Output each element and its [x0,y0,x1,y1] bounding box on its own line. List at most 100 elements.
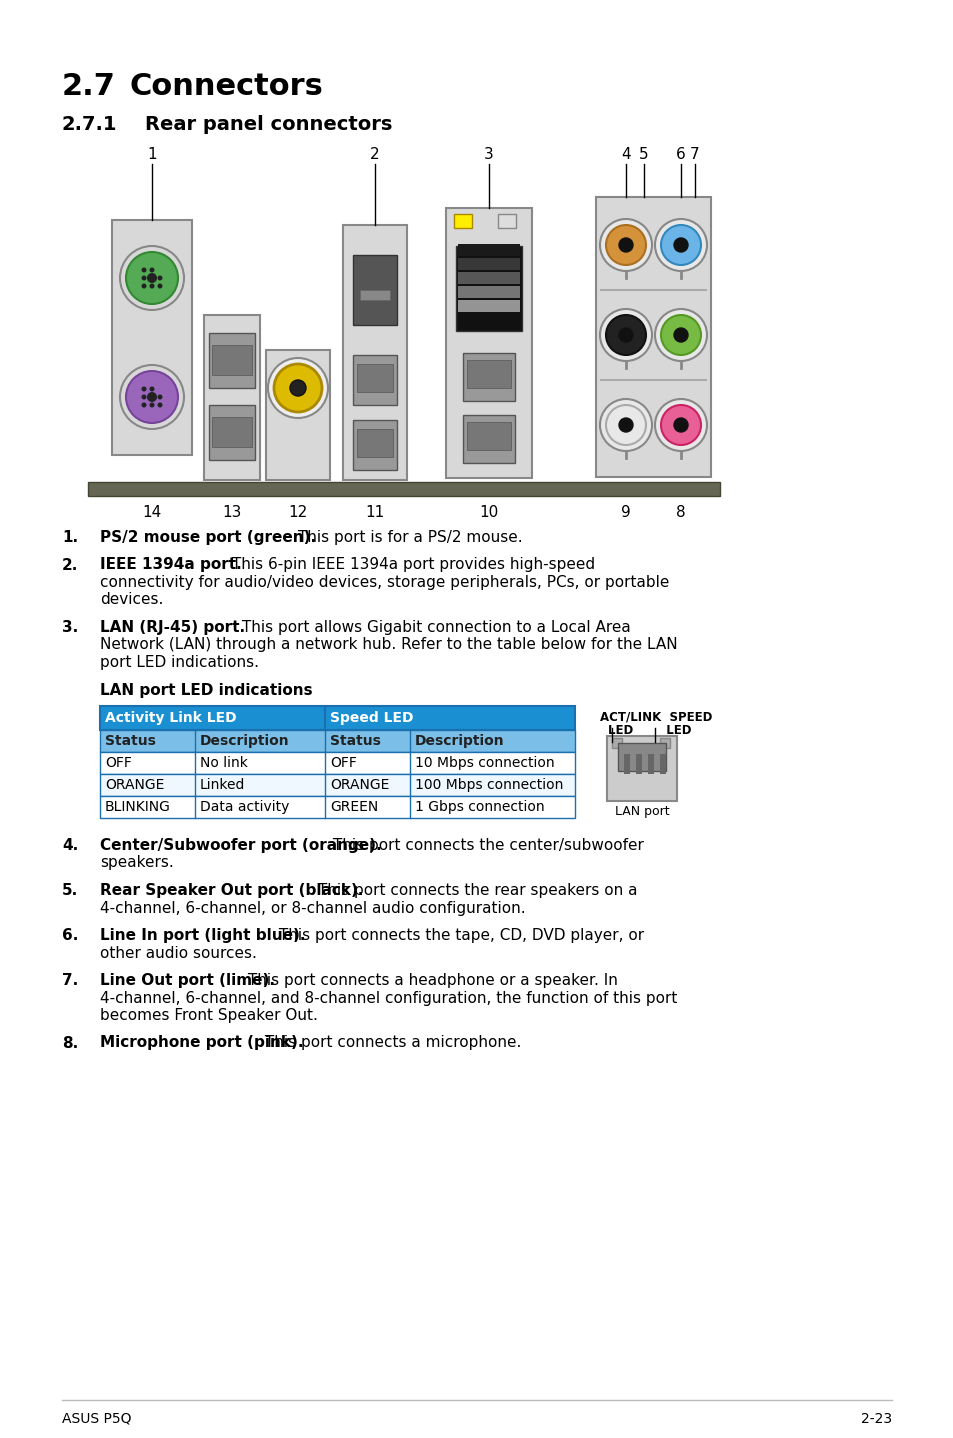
Text: 5.: 5. [62,883,78,897]
Text: This port allows Gigabit connection to a Local Area: This port allows Gigabit connection to a… [236,620,630,636]
Bar [606,736,677,801]
Circle shape [673,239,687,252]
Bar [457,272,519,283]
Text: 1: 1 [147,147,156,162]
Bar [618,743,665,771]
Text: 14: 14 [142,505,161,521]
Text: 9: 9 [620,505,630,521]
Text: This 6-pin IEEE 1394a port provides high-speed: This 6-pin IEEE 1394a port provides high… [227,558,595,572]
Text: Status: Status [330,733,380,748]
Text: Data activity: Data activity [200,800,289,814]
Bar [343,224,407,480]
Circle shape [274,364,322,413]
Circle shape [141,403,147,407]
Text: 6.: 6. [62,928,78,943]
Text: GREEN: GREEN [330,800,377,814]
Circle shape [141,394,147,400]
Circle shape [150,403,154,407]
Bar [266,349,330,480]
Text: 1 Gbps connection: 1 Gbps connection [415,800,544,814]
Circle shape [147,393,157,403]
Text: becomes Front Speaker Out.: becomes Front Speaker Out. [100,1008,317,1022]
Bar [209,334,254,388]
Circle shape [141,276,147,280]
Bar [462,416,515,463]
Bar [596,197,710,477]
Circle shape [120,246,184,311]
Circle shape [655,398,706,452]
Text: Linked: Linked [200,778,245,792]
Circle shape [126,371,178,423]
Bar [497,214,516,229]
Bar [212,345,252,375]
Text: LED        LED: LED LED [607,723,691,738]
Circle shape [599,219,651,270]
Bar [356,429,393,457]
Bar [647,754,654,774]
Bar [88,482,720,496]
Bar [359,290,390,301]
Circle shape [655,309,706,361]
Bar [353,420,396,470]
Text: This port is for a PS/2 mouse.: This port is for a PS/2 mouse. [293,531,522,545]
Text: This port connects a microphone.: This port connects a microphone. [260,1035,521,1051]
Bar [454,214,472,229]
Text: 13: 13 [222,505,241,521]
Text: BLINKING: BLINKING [105,800,171,814]
Bar [636,754,641,774]
Circle shape [655,219,706,270]
Circle shape [126,252,178,303]
Text: 2: 2 [370,147,379,162]
Bar [100,774,575,797]
Bar [659,754,665,774]
Bar [100,731,575,752]
Circle shape [599,309,651,361]
Bar [659,738,669,748]
Text: LAN port: LAN port [614,805,669,818]
Text: 2-23: 2-23 [860,1412,891,1426]
Text: 8.: 8. [62,1035,78,1051]
Text: 10 Mbps connection: 10 Mbps connection [415,756,554,769]
Text: Rear panel connectors: Rear panel connectors [145,115,392,134]
Text: OFF: OFF [105,756,132,769]
Bar [457,301,519,312]
Text: Network (LAN) through a network hub. Refer to the table below for the LAN: Network (LAN) through a network hub. Ref… [100,637,677,653]
Text: OFF: OFF [330,756,356,769]
Bar [353,355,396,406]
Text: 7.: 7. [62,974,78,988]
Bar [457,257,519,270]
Bar [467,421,511,450]
Text: Line Out port (lime).: Line Out port (lime). [100,974,274,988]
Text: LAN (RJ-45) port.: LAN (RJ-45) port. [100,620,245,636]
Bar [456,246,521,331]
Text: Rear Speaker Out port (black).: Rear Speaker Out port (black). [100,883,363,897]
Circle shape [157,394,162,400]
Text: This port connects the tape, CD, DVD player, or: This port connects the tape, CD, DVD pla… [274,928,643,943]
Text: 10: 10 [478,505,498,521]
Text: Status: Status [105,733,155,748]
Text: This port connects a headphone or a speaker. In: This port connects a headphone or a spea… [243,974,618,988]
Bar [209,406,254,460]
Bar [446,209,532,477]
Circle shape [660,224,700,265]
Bar [212,417,252,447]
Circle shape [120,365,184,429]
Text: 2.7: 2.7 [62,72,115,101]
Circle shape [605,315,645,355]
Circle shape [673,328,687,342]
Bar [353,255,396,325]
Circle shape [157,403,162,407]
Circle shape [660,315,700,355]
Text: ASUS P5Q: ASUS P5Q [62,1412,132,1426]
Circle shape [147,273,157,283]
Text: ORANGE: ORANGE [330,778,389,792]
Text: other audio sources.: other audio sources. [100,946,256,961]
Circle shape [141,387,147,391]
Text: 1.: 1. [62,531,78,545]
Text: IEEE 1394a port.: IEEE 1394a port. [100,558,241,572]
Text: Description: Description [415,733,504,748]
Text: 5: 5 [639,147,648,162]
Circle shape [618,418,633,431]
Text: Speed LED: Speed LED [330,710,413,725]
Text: 6: 6 [676,147,685,162]
